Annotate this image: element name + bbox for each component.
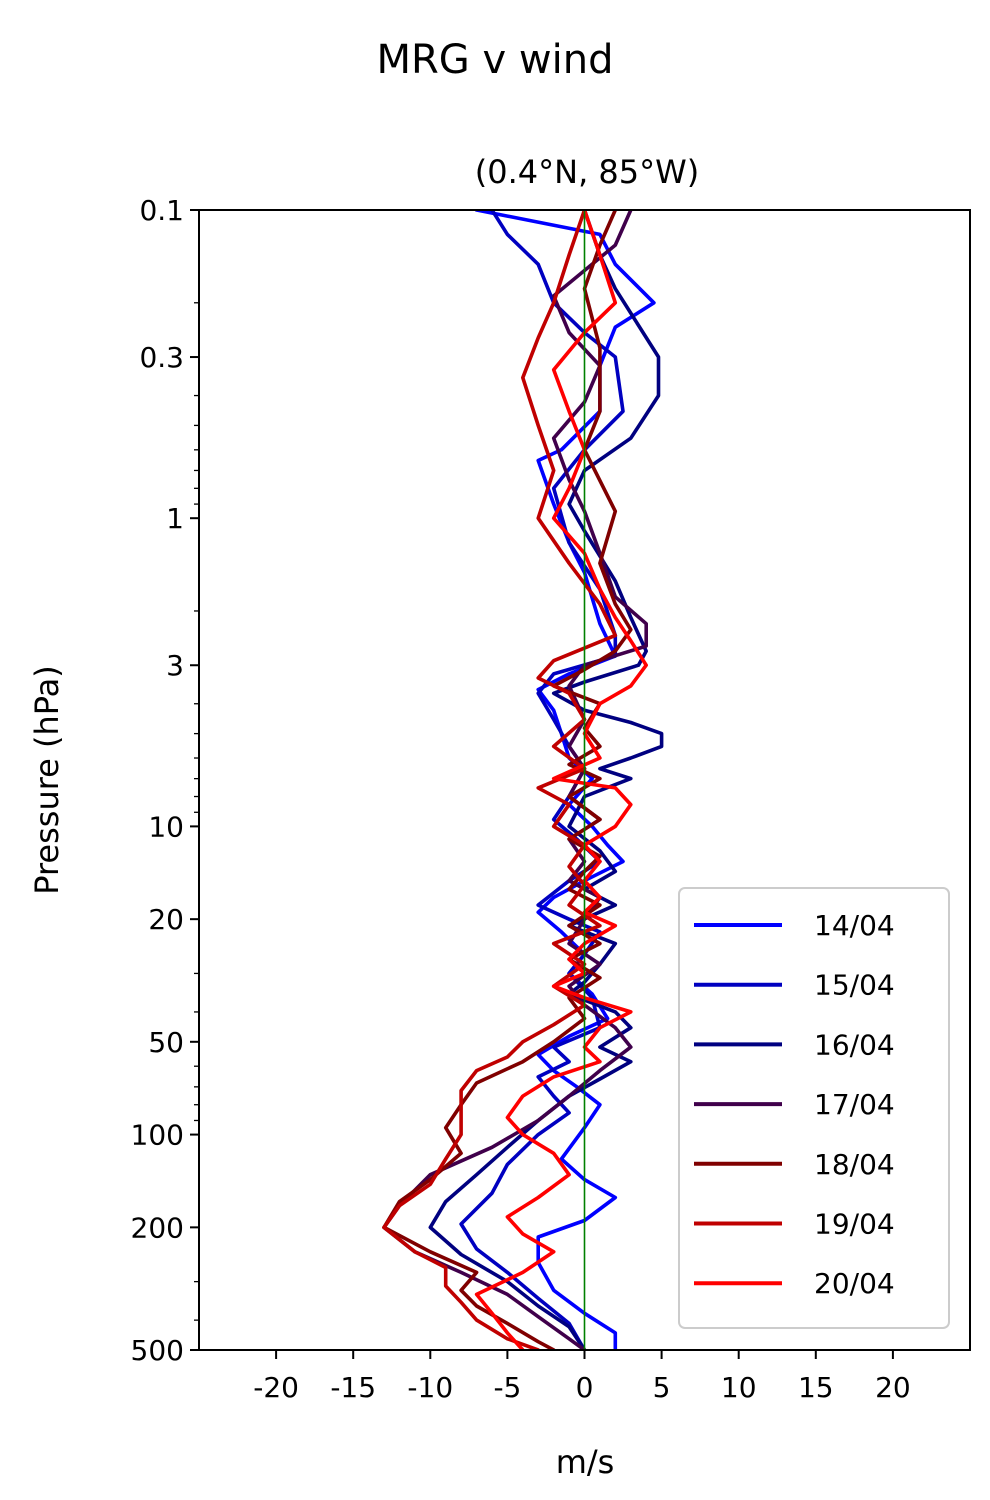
legend-label: 19/04 xyxy=(814,1208,895,1241)
legend-label: 18/04 xyxy=(814,1148,895,1181)
x-tick-label: -5 xyxy=(493,1371,521,1404)
x-tick-label: 15 xyxy=(798,1371,834,1404)
series-line-14-04 xyxy=(474,210,656,1350)
y-tick-label: 20 xyxy=(148,903,184,936)
x-tick-label: -20 xyxy=(253,1371,299,1404)
legend-label: 20/04 xyxy=(814,1267,895,1300)
chart-subtitle: (0.4°N, 85°W) xyxy=(475,153,700,191)
y-tick-label: 0.1 xyxy=(139,194,184,227)
series-line-17-04 xyxy=(382,210,648,1350)
legend-label: 14/04 xyxy=(814,909,895,942)
series-lines xyxy=(382,210,664,1350)
y-tick-label: 500 xyxy=(131,1334,184,1367)
y-tick-label: 0.3 xyxy=(139,341,184,374)
x-axis-ticks: -20 -15 -10 -5 0 5 10 15 20 xyxy=(253,1350,911,1404)
legend: 14/04 15/04 16/04 17/04 18/04 19/04 20/04 xyxy=(678,887,950,1329)
series-line-20-04 xyxy=(474,210,648,1350)
x-tick-label: 0 xyxy=(576,1371,594,1404)
legend-label: 17/04 xyxy=(814,1088,895,1121)
x-tick-label: 20 xyxy=(875,1371,911,1404)
x-tick-label: 5 xyxy=(653,1371,671,1404)
y-tick-label: 100 xyxy=(131,1119,184,1152)
y-tick-label: 1 xyxy=(166,502,184,535)
y-axis-label: Pressure (hPa) xyxy=(28,665,66,895)
x-tick-label: -10 xyxy=(407,1371,453,1404)
legend-label: 16/04 xyxy=(814,1028,895,1061)
legend-frame xyxy=(678,887,950,1329)
y-tick-label: 50 xyxy=(148,1026,184,1059)
x-tick-label: -15 xyxy=(330,1371,376,1404)
y-tick-label: 200 xyxy=(131,1211,184,1244)
y-tick-label: 10 xyxy=(148,810,184,843)
chart-title: MRG v wind xyxy=(377,37,614,83)
x-axis-label: m/s xyxy=(556,1443,615,1481)
x-tick-label: 10 xyxy=(721,1371,757,1404)
series-line-19-04 xyxy=(382,210,618,1350)
series-line-16-04 xyxy=(428,210,664,1350)
legend-label: 15/04 xyxy=(814,969,895,1002)
y-tick-label: 3 xyxy=(166,649,184,682)
y-axis-ticks: 0.1 0.3 1 3 10 20 50 100 200 500 xyxy=(131,194,199,1367)
plot-area-frame xyxy=(198,209,971,1351)
